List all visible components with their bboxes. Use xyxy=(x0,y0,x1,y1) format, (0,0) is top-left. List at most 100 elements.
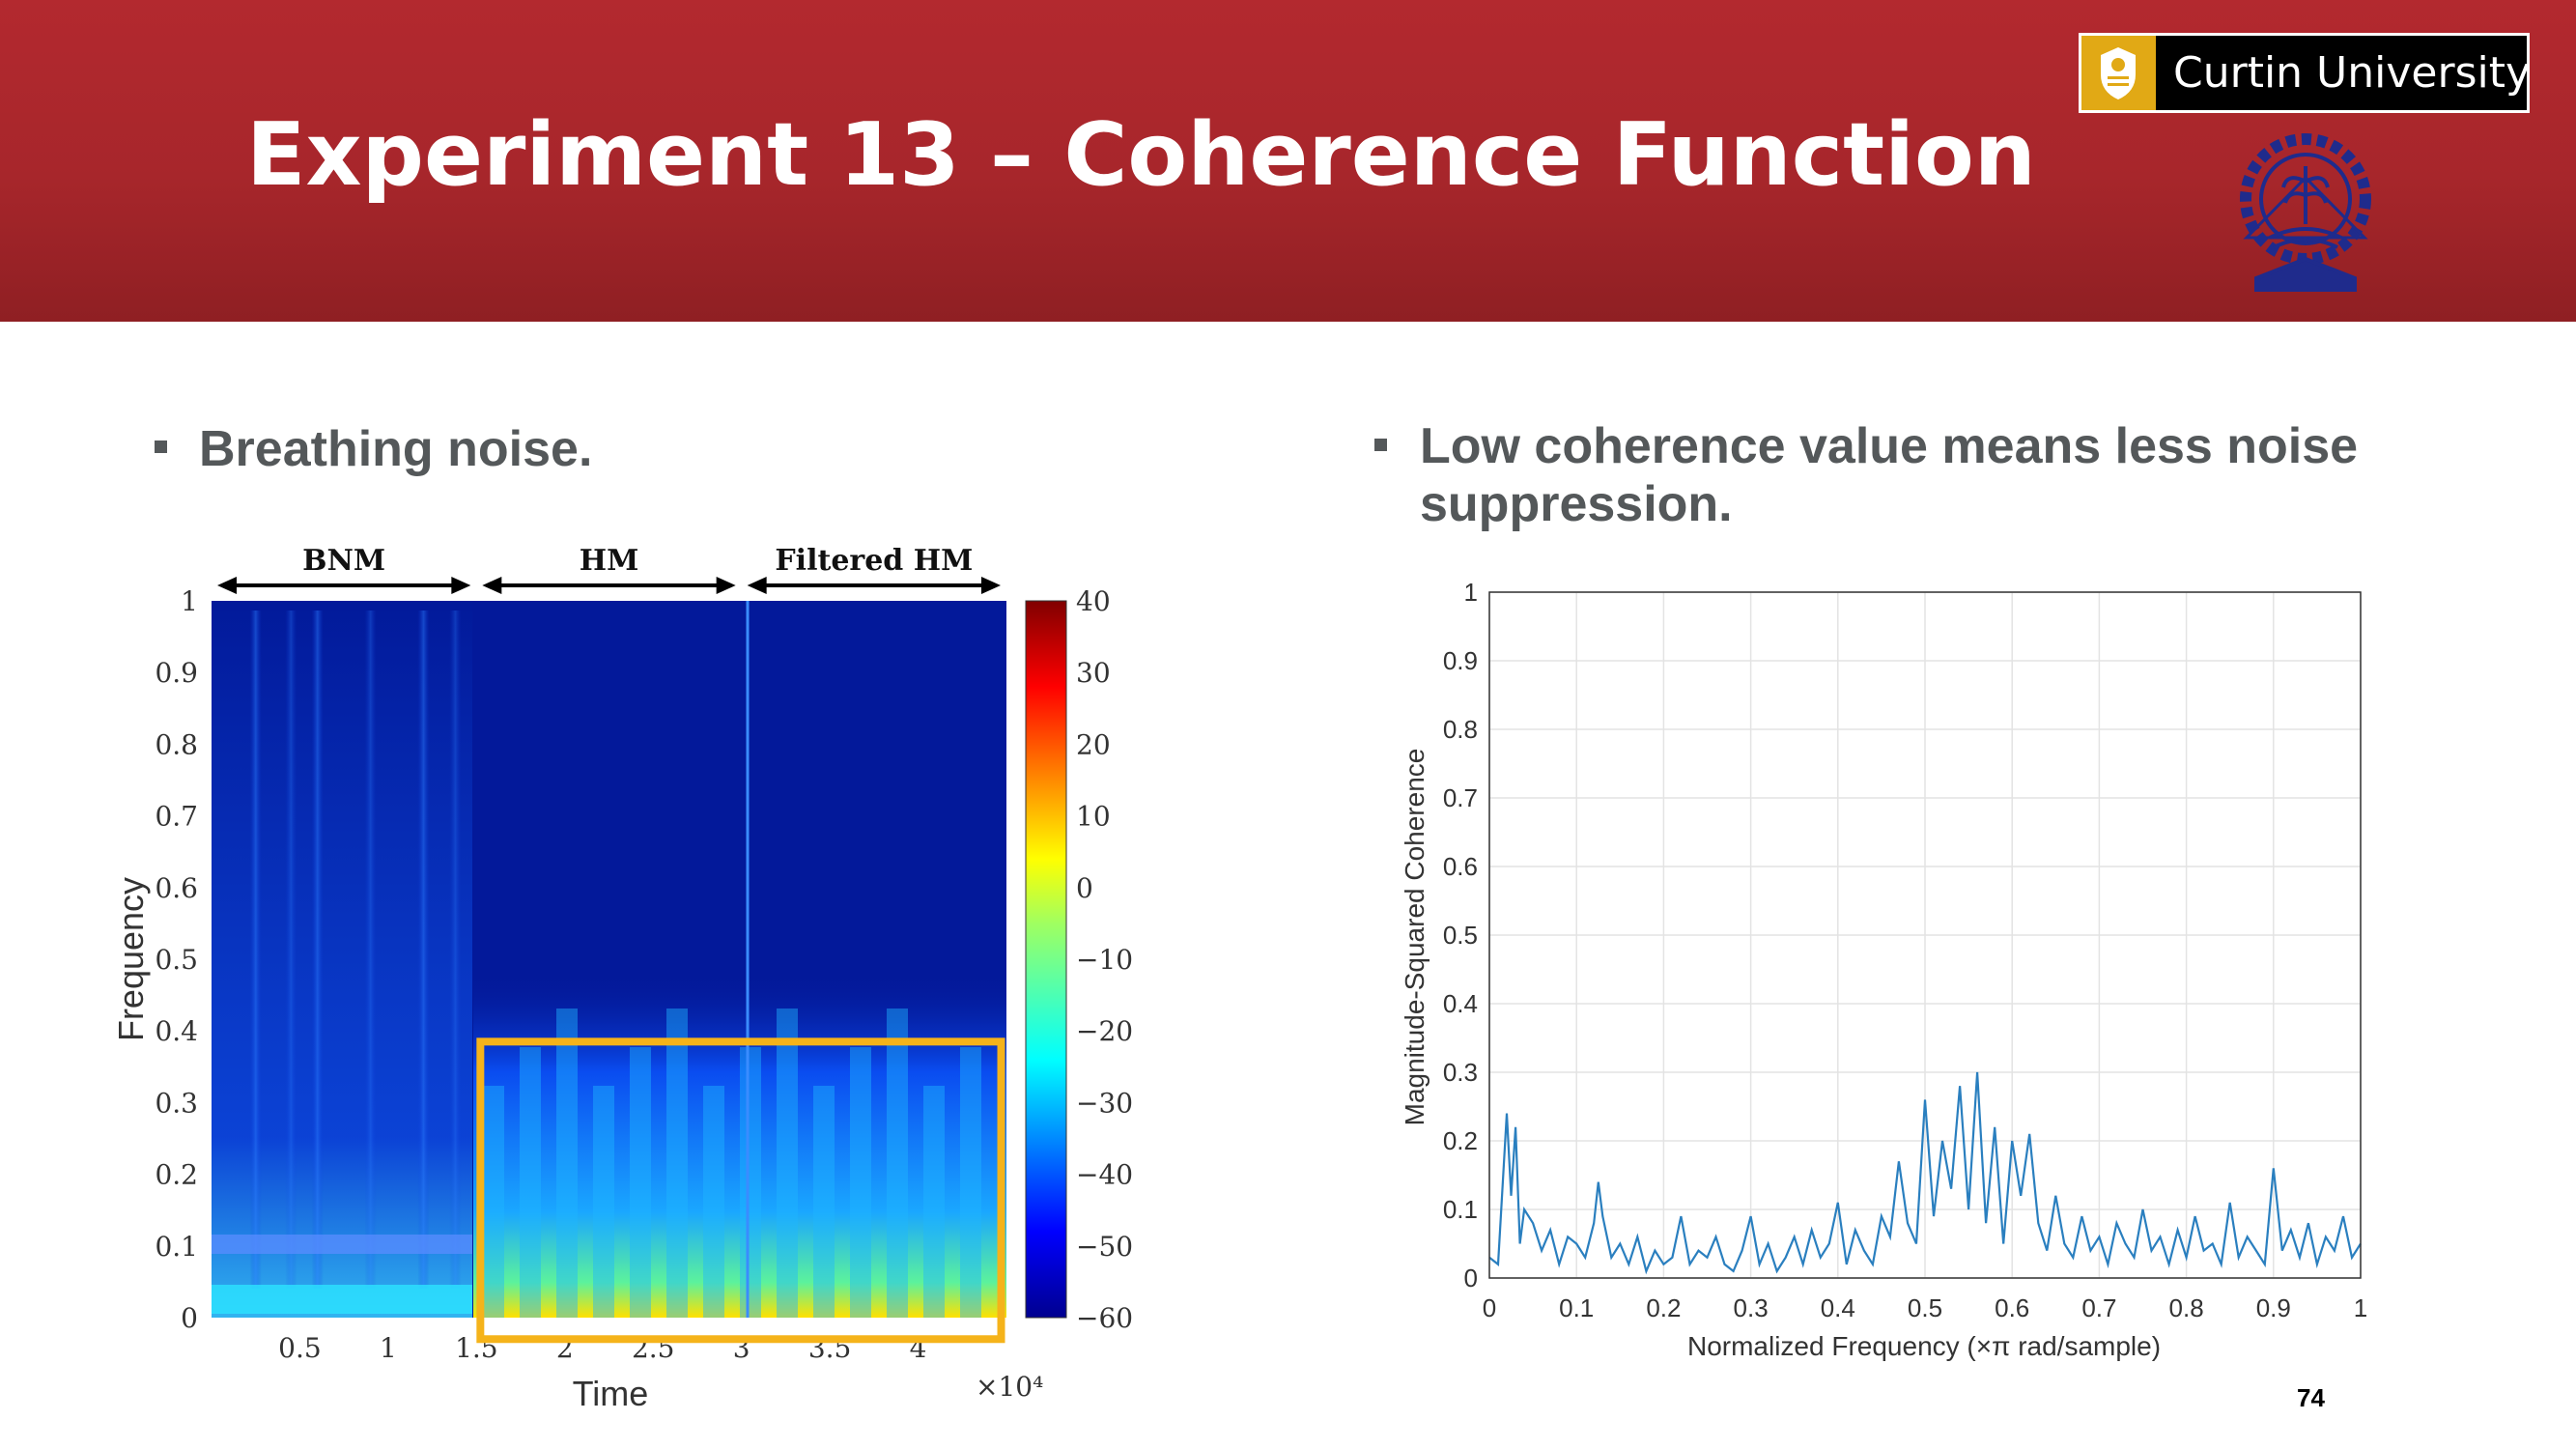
colorbar-tick-label: −40 xyxy=(1076,1159,1133,1191)
colorbar-tick-label: 10 xyxy=(1076,801,1111,833)
burst-column xyxy=(923,1086,945,1318)
burst-column xyxy=(520,1047,541,1318)
x-tick-label: 0.5 xyxy=(1908,1293,1942,1322)
spectrogram-x-label: Time xyxy=(573,1374,649,1413)
burst-column xyxy=(483,1086,504,1318)
burst-column xyxy=(813,1086,835,1318)
y-tick-label: 1 xyxy=(1464,578,1478,607)
y-tick-label: 0.4 xyxy=(1443,989,1478,1018)
highlight-box xyxy=(476,1037,1005,1344)
spectrogram-y-axis: 0 0.1 0.2 0.3 0.4 0.5 0.6 0.7 0.8 0.9 1 xyxy=(155,585,198,1334)
x-tick-label: 0 xyxy=(1483,1293,1496,1322)
spectrogram-y-label: Frequency xyxy=(111,877,151,1041)
breathing-streak xyxy=(364,611,377,1289)
x-tick-label: 0.7 xyxy=(2081,1293,2116,1322)
y-tick-label: 0 xyxy=(1464,1264,1478,1293)
colorbar-tick-label: −60 xyxy=(1076,1302,1133,1334)
segment-arrowhead xyxy=(747,577,767,594)
x-multiplier-label: ×10⁴ xyxy=(976,1371,1043,1403)
y-tick-label: 0.2 xyxy=(1443,1126,1478,1155)
x-tick-label: 0.4 xyxy=(1821,1293,1855,1322)
segment-arrowhead xyxy=(217,577,237,594)
burst-column xyxy=(960,1047,981,1318)
segment-labels: BNM HM Filtered HM xyxy=(217,544,1001,594)
y-tick-label: 0.9 xyxy=(1443,646,1478,675)
hm-burst-columns xyxy=(483,1009,981,1318)
y-tick-label: 0.1 xyxy=(1443,1195,1478,1224)
colorbar-tick-label: −50 xyxy=(1076,1231,1133,1263)
burst-column xyxy=(666,1009,688,1318)
burst-column xyxy=(593,1086,614,1318)
breathing-streak xyxy=(417,611,430,1289)
bullet-marker-right xyxy=(1374,439,1387,451)
left-bullet-text: Breathing noise. xyxy=(199,421,593,477)
y-tick-label: 0.7 xyxy=(155,801,198,833)
x-tick-label: 0.9 xyxy=(2256,1293,2291,1322)
y-tick-label: 0.8 xyxy=(1443,715,1478,744)
coherence-series-line xyxy=(1488,1071,2362,1275)
y-tick-label: 0.5 xyxy=(155,944,198,976)
slide-number: 74 xyxy=(2297,1383,2325,1412)
x-tick-label: 0.2 xyxy=(1646,1293,1681,1322)
colorbar xyxy=(1025,600,1067,1319)
burst-column xyxy=(777,1009,798,1318)
x-tick-label: 0.3 xyxy=(1734,1293,1769,1322)
breathing-streak xyxy=(311,611,324,1289)
colorbar-ticks: 40 30 20 10 0 −10 −20 −30 −40 −50 −60 xyxy=(1076,585,1133,1334)
coherence-y-label: Magnitude-Squared Coherence xyxy=(1400,749,1430,1126)
logo-text: Curtin University xyxy=(2173,48,2532,98)
y-tick-label: 1 xyxy=(181,585,198,617)
hm-energy-region xyxy=(473,966,1006,1318)
bnm-low-band xyxy=(212,1285,472,1314)
burst-column xyxy=(850,1047,871,1318)
breathing-streak xyxy=(449,611,462,1289)
breathing-streak xyxy=(285,611,297,1289)
coherence-x-axis: 0 0.1 0.2 0.3 0.4 0.5 0.6 0.7 0.8 0.9 1 xyxy=(1483,1293,2367,1322)
y-tick-label: 0.5 xyxy=(1443,921,1478,950)
y-tick-label: 0 xyxy=(181,1302,198,1334)
x-tick-label: 0.5 xyxy=(278,1332,322,1364)
y-tick-label: 0.8 xyxy=(155,728,198,760)
segment-arrowhead xyxy=(716,577,736,594)
segment-label: BNM xyxy=(302,544,385,578)
colorbar-tick-label: 40 xyxy=(1076,585,1111,617)
y-tick-label: 0.6 xyxy=(155,872,198,904)
segment-label: Filtered HM xyxy=(775,544,973,578)
x-tick-label: 0.8 xyxy=(2169,1293,2204,1322)
colorbar-tick-label: −10 xyxy=(1076,944,1133,976)
segment-arrowhead xyxy=(981,577,1001,594)
coherence-y-axis: 0 0.1 0.2 0.3 0.4 0.5 0.6 0.7 0.8 0.9 1 xyxy=(1443,578,1478,1293)
breathing-streak xyxy=(249,611,262,1289)
colorbar-tick-label: 30 xyxy=(1076,657,1111,689)
right-bullet-line-1: Low coherence value means less noise xyxy=(1420,418,2359,474)
burst-column xyxy=(630,1047,651,1318)
coherence-x-label: Normalized Frequency (×π rad/sample) xyxy=(1687,1331,2161,1361)
bnm-horizontal-band xyxy=(212,1235,472,1254)
y-tick-label: 0.4 xyxy=(155,1015,198,1047)
y-tick-label: 0.2 xyxy=(155,1159,198,1191)
burst-column xyxy=(556,1009,578,1318)
breathing-streaks xyxy=(249,611,462,1289)
x-tick-label: 0.6 xyxy=(1995,1293,2029,1322)
bullet-marker-left xyxy=(155,440,167,453)
segment-label: HM xyxy=(580,544,639,578)
slide-title: Experiment 13 – Coherence Function xyxy=(246,104,2036,206)
y-tick-label: 0.9 xyxy=(155,657,198,689)
right-bullet-line-2: suppression. xyxy=(1420,476,1733,532)
colorbar-tick-label: −30 xyxy=(1076,1087,1133,1119)
y-tick-label: 0.3 xyxy=(155,1087,198,1119)
colorbar-tick-label: 0 xyxy=(1076,872,1093,904)
curtin-crest-icon xyxy=(2081,36,2156,110)
x-tick-label: 1 xyxy=(2354,1293,2367,1322)
segment-arrowhead xyxy=(482,577,502,594)
coherence-plot-frame xyxy=(1488,591,2362,1279)
burst-column xyxy=(740,1047,761,1318)
x-tick-label: 0.1 xyxy=(1559,1293,1594,1322)
institute-seal-icon xyxy=(2227,124,2384,299)
segment-arrowhead xyxy=(451,577,471,594)
burst-column xyxy=(887,1009,908,1318)
colorbar-tick-label: 20 xyxy=(1076,728,1111,760)
y-tick-label: 0.7 xyxy=(1443,783,1478,812)
burst-column xyxy=(703,1086,724,1318)
